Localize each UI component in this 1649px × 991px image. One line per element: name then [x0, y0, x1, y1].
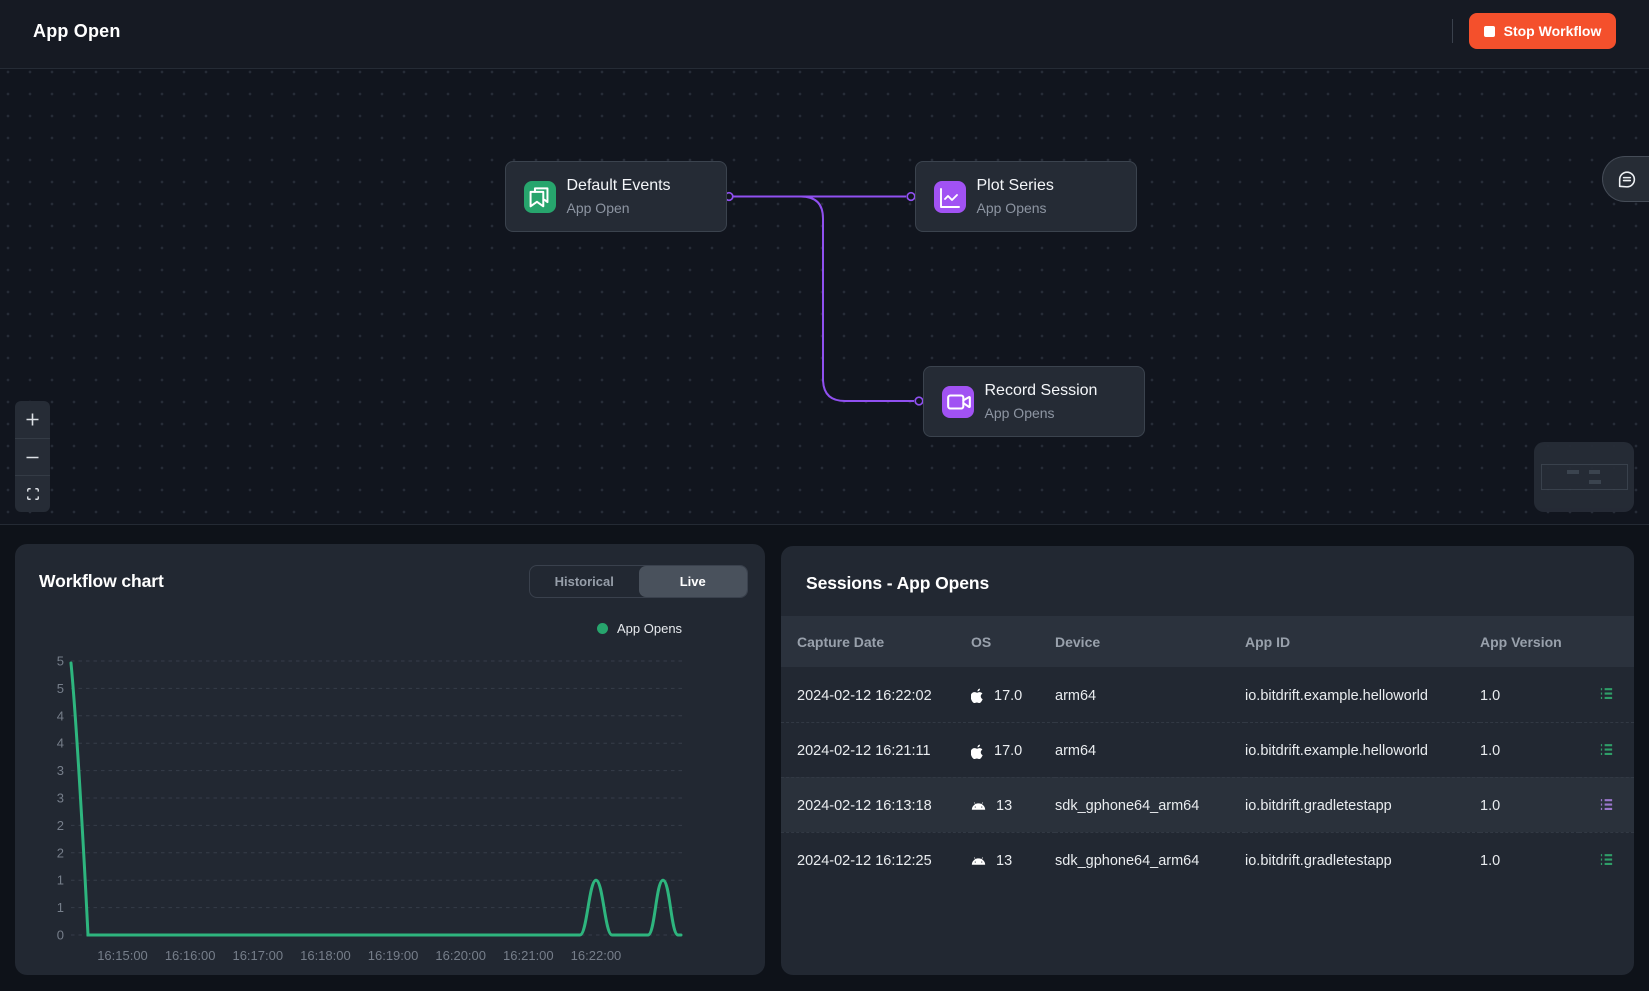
- svg-text:16:17:00: 16:17:00: [232, 948, 283, 963]
- svg-text:16:21:00: 16:21:00: [503, 948, 554, 963]
- svg-text:16:18:00: 16:18:00: [300, 948, 351, 963]
- svg-text:3: 3: [57, 791, 64, 806]
- svg-text:16:20:00: 16:20:00: [435, 948, 486, 963]
- svg-text:4: 4: [57, 736, 64, 751]
- svg-text:5: 5: [57, 654, 64, 669]
- svg-text:2: 2: [57, 845, 64, 860]
- svg-text:0: 0: [57, 928, 64, 943]
- svg-text:1: 1: [57, 873, 64, 888]
- svg-text:1: 1: [57, 900, 64, 915]
- svg-text:4: 4: [57, 708, 64, 723]
- svg-text:2: 2: [57, 818, 64, 833]
- svg-text:16:19:00: 16:19:00: [368, 948, 419, 963]
- svg-text:5: 5: [57, 681, 64, 696]
- svg-text:3: 3: [57, 763, 64, 778]
- svg-text:16:15:00: 16:15:00: [97, 948, 148, 963]
- svg-text:16:16:00: 16:16:00: [165, 948, 216, 963]
- svg-text:16:22:00: 16:22:00: [571, 948, 622, 963]
